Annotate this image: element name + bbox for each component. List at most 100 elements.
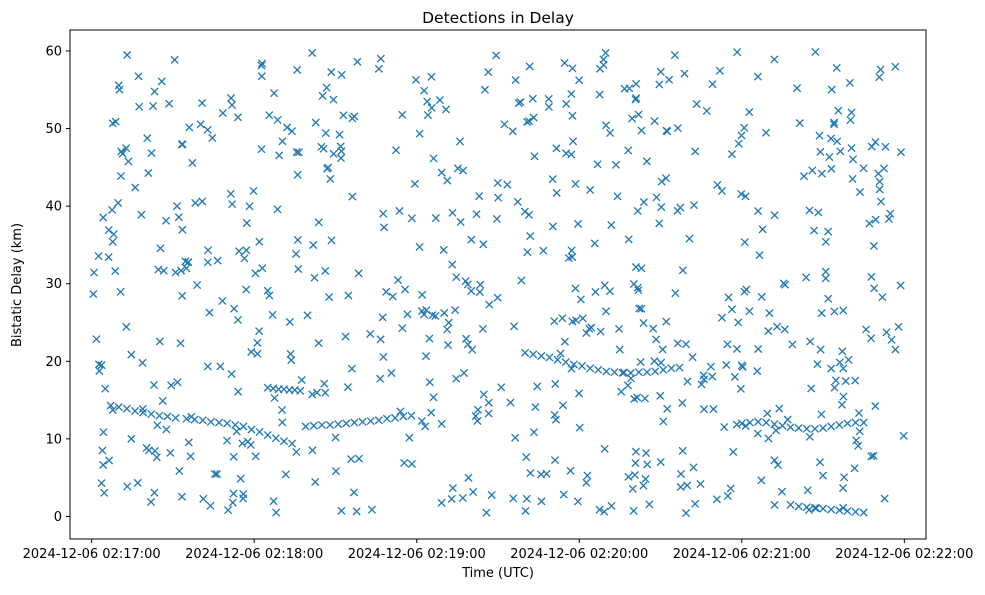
data-point: [142, 443, 151, 453]
data-point: [548, 175, 557, 184]
data-point: [567, 246, 576, 255]
data-point: [802, 273, 811, 282]
data-point: [123, 50, 132, 60]
data-point: [688, 353, 697, 362]
data-point: [758, 225, 767, 234]
data-point: [852, 436, 861, 445]
data-point: [740, 238, 749, 247]
data-point: [155, 337, 164, 346]
data-point: [247, 425, 256, 434]
data-point: [734, 318, 743, 327]
data-point: [813, 360, 822, 369]
x-tick-label: 2024-12-06 02:22:00: [835, 547, 973, 562]
data-point: [590, 239, 599, 248]
data-point: [497, 383, 506, 392]
data-point: [493, 293, 502, 302]
data-point: [568, 64, 577, 73]
data-point: [378, 313, 387, 322]
data-point: [637, 126, 646, 135]
data-point: [327, 236, 336, 245]
data-point: [279, 437, 289, 446]
data-point: [882, 328, 891, 337]
data-point: [105, 456, 114, 465]
data-point: [788, 340, 797, 349]
data-point: [511, 75, 520, 85]
data-point: [415, 242, 424, 252]
data-point: [417, 416, 426, 426]
data-point: [829, 118, 839, 127]
data-point: [133, 478, 142, 487]
y-tick-label: 10: [45, 432, 62, 447]
data-point: [428, 311, 437, 320]
data-point: [552, 188, 561, 197]
data-point: [641, 474, 650, 484]
data-point: [500, 120, 509, 129]
data-point: [691, 147, 700, 156]
data-point: [657, 203, 666, 212]
data-point: [232, 427, 241, 436]
data-point: [319, 144, 328, 153]
data-point: [670, 51, 679, 60]
data-point: [492, 214, 501, 224]
data-point: [311, 477, 320, 486]
data-point: [753, 417, 763, 426]
data-point: [429, 393, 438, 402]
data-point: [288, 439, 297, 448]
data-point: [827, 164, 836, 173]
data-point: [867, 452, 876, 461]
data-point: [258, 264, 267, 273]
data-point: [896, 281, 905, 290]
data-point: [122, 322, 131, 331]
data-point: [452, 273, 461, 282]
data-point: [861, 325, 871, 334]
data-point: [143, 134, 152, 143]
data-point: [525, 117, 534, 126]
data-point: [188, 158, 197, 167]
data-point: [529, 350, 538, 359]
data-point: [550, 410, 559, 419]
data-point: [273, 205, 282, 214]
data-point: [172, 201, 182, 211]
chart-title: Detections in Delay: [422, 9, 574, 27]
data-point: [838, 347, 847, 356]
data-point: [556, 349, 565, 358]
data-point: [349, 488, 359, 497]
data-point: [539, 246, 548, 255]
data-point: [737, 131, 746, 140]
data-point: [827, 505, 836, 514]
data-point: [732, 420, 741, 429]
data-point: [423, 97, 432, 106]
data-point: [812, 504, 821, 513]
data-point: [399, 412, 408, 421]
data-point: [839, 364, 848, 373]
data-point: [291, 249, 301, 258]
data-point: [745, 418, 754, 427]
data-point: [757, 476, 766, 485]
data-point: [350, 418, 359, 427]
data-point: [203, 258, 212, 267]
data-point: [706, 362, 715, 371]
data-point: [216, 362, 225, 371]
data-point: [799, 172, 809, 181]
data-point: [293, 170, 302, 179]
data-point: [836, 147, 845, 156]
data-point: [591, 287, 600, 296]
data-point: [301, 422, 310, 431]
data-point: [391, 413, 400, 423]
data-point: [569, 137, 578, 146]
data-point: [575, 76, 584, 85]
data-point: [155, 411, 164, 420]
data-point: [657, 177, 666, 186]
data-point: [875, 185, 884, 194]
data-point: [161, 216, 171, 225]
data-point: [139, 408, 148, 417]
data-point: [844, 355, 853, 364]
data-point: [740, 123, 749, 132]
data-point: [696, 479, 705, 489]
data-point: [239, 422, 248, 431]
data-point: [810, 503, 819, 513]
data-markers: [89, 47, 908, 518]
data-point: [571, 284, 580, 293]
data-point: [420, 86, 429, 95]
